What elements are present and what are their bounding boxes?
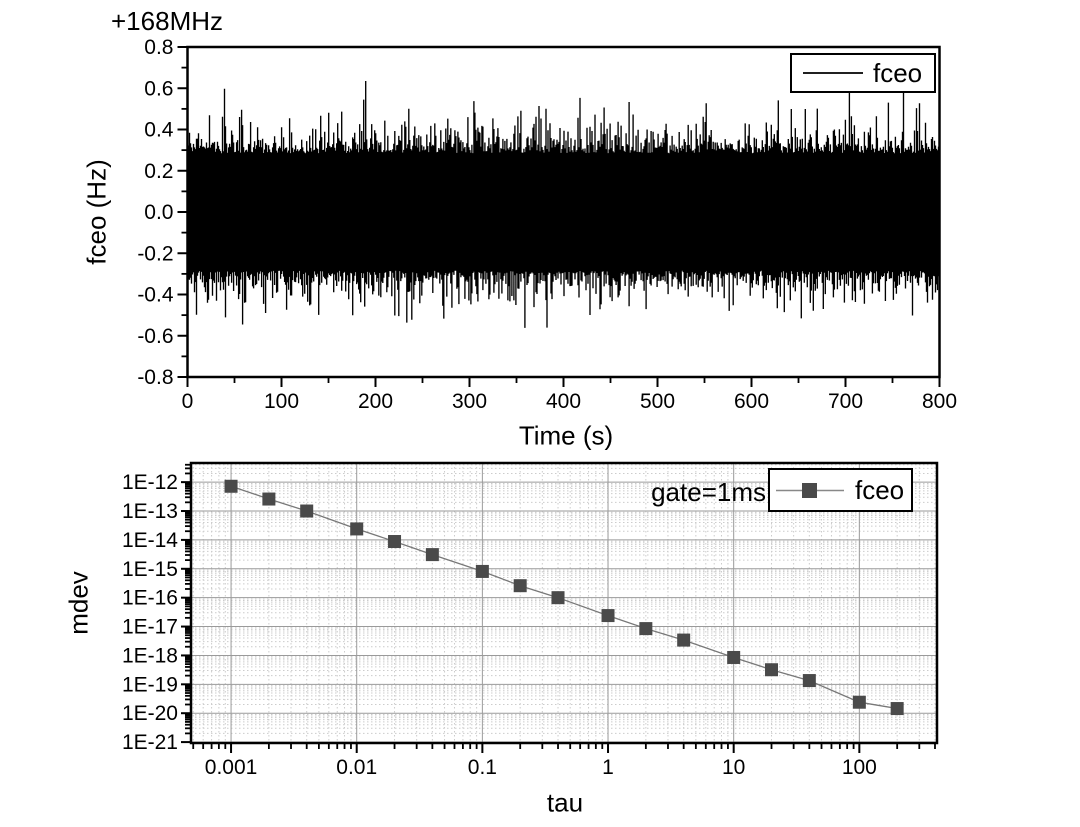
svg-text:200: 200 [358, 390, 393, 413]
svg-text:0.001: 0.001 [205, 756, 258, 779]
bottom-x-axis-title: tau [546, 787, 584, 818]
svg-text:0.2: 0.2 [144, 160, 173, 183]
svg-text:100: 100 [264, 390, 299, 413]
svg-text:1E-12: 1E-12 [122, 471, 178, 494]
svg-text:-0.8: -0.8 [137, 366, 173, 389]
svg-text:-0.6: -0.6 [137, 325, 173, 348]
svg-text:1E-16: 1E-16 [122, 587, 178, 610]
fceo-line-icon [803, 72, 863, 74]
svg-text:0: 0 [182, 390, 194, 413]
svg-text:10: 10 [722, 756, 745, 779]
bottom-y-axis-title: mdev [63, 571, 94, 635]
svg-text:500: 500 [640, 390, 675, 413]
svg-text:-0.2: -0.2 [137, 242, 173, 265]
bottom-legend: fceo [768, 468, 913, 512]
svg-text:1E-13: 1E-13 [122, 500, 178, 523]
svg-text:-0.4: -0.4 [137, 284, 174, 307]
fceo-marker-icon [776, 482, 844, 498]
svg-text:0.8: 0.8 [144, 36, 173, 59]
svg-text:1E-14: 1E-14 [122, 529, 178, 552]
svg-text:400: 400 [546, 390, 581, 413]
svg-text:0.4: 0.4 [144, 119, 174, 142]
svg-text:1E-18: 1E-18 [122, 644, 178, 667]
svg-text:1E-15: 1E-15 [122, 558, 178, 581]
gate-annotation: gate=1ms [651, 477, 766, 507]
svg-text:700: 700 [828, 390, 863, 413]
svg-text:0.0: 0.0 [144, 201, 173, 224]
svg-text:1E-21: 1E-21 [122, 731, 178, 754]
top-legend: fceo [790, 53, 936, 93]
svg-text:600: 600 [734, 390, 769, 413]
y-axis-offset-label: +168MHz [111, 6, 223, 36]
bottom-legend-label: fceo [855, 474, 905, 505]
svg-text:1E-19: 1E-19 [122, 673, 178, 696]
svg-text:0.6: 0.6 [144, 77, 173, 100]
svg-text:0.01: 0.01 [336, 756, 377, 779]
svg-text:300: 300 [452, 390, 487, 413]
svg-text:1: 1 [602, 756, 614, 779]
svg-text:800: 800 [922, 390, 957, 413]
top-x-axis-title: Time (s) [518, 420, 614, 451]
top-legend-label: fceo [873, 57, 923, 88]
svg-text:0.1: 0.1 [468, 756, 497, 779]
svg-text:100: 100 [842, 756, 877, 779]
svg-text:1E-20: 1E-20 [122, 702, 178, 725]
svg-text:1E-17: 1E-17 [122, 616, 178, 639]
